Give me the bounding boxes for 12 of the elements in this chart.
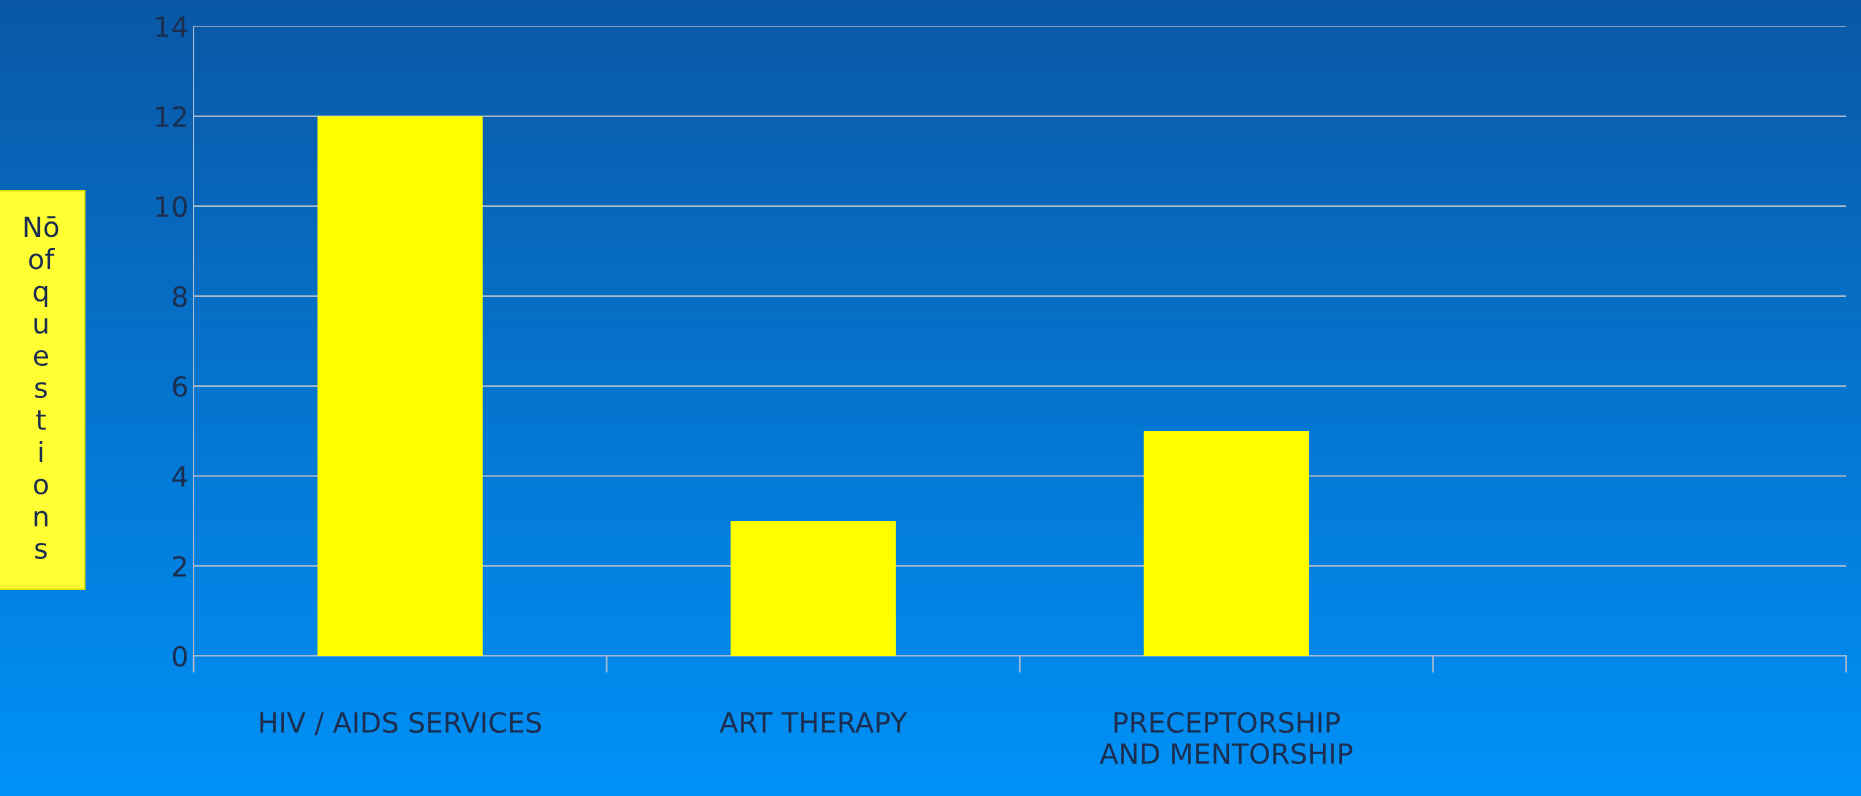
x-tick-label: PRECEPTORSHIP AND MENTORSHIP: [1099, 711, 1353, 765]
y-tick-label: 10: [156, 196, 187, 218]
x-tick-label: ART THERAPY: [719, 712, 908, 733]
y-tick-label: 6: [172, 376, 187, 398]
y-tick-label: 14: [156, 16, 188, 37]
y-tick-label: 8: [172, 286, 187, 308]
y-tick-label: 0: [172, 645, 187, 667]
x-tick-label: HIV / AIDS SERVICES: [260, 711, 541, 736]
y-tick-label: 2: [173, 555, 186, 577]
y-tick-label: 12: [156, 106, 186, 127]
y-tick-label: 4: [172, 466, 188, 487]
text: Nō of questions: [24, 216, 59, 559]
